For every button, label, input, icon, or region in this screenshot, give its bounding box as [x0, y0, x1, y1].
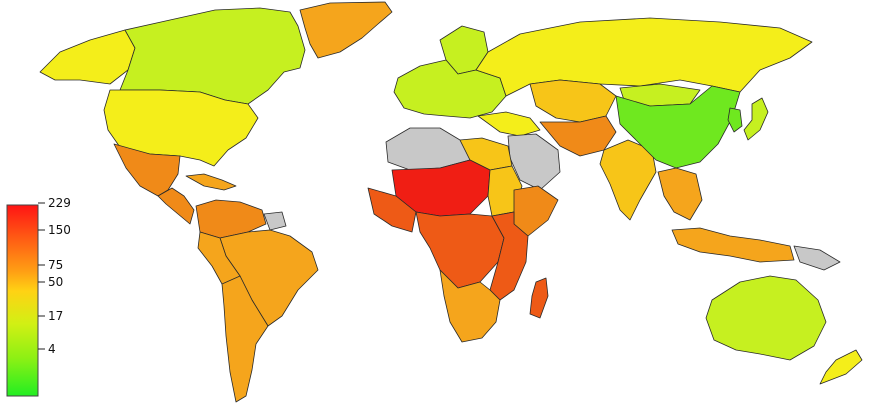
region-kazakhstan-central-asia	[529, 79, 617, 123]
legend-tick-label: 229	[48, 196, 71, 210]
region-new-guinea	[793, 245, 841, 271]
legend-tick-marks	[38, 202, 45, 350]
region-japan	[743, 97, 769, 141]
region-indonesia	[671, 227, 795, 263]
legend-tick-label: 50	[48, 275, 64, 289]
legend-tick-label: 17	[48, 309, 64, 323]
region-arabia	[507, 133, 561, 191]
region-russia	[475, 17, 813, 97]
region-southern-cone	[221, 275, 269, 403]
region-central-africa	[415, 211, 505, 289]
region-greenland	[299, 1, 393, 59]
region-europe	[393, 59, 507, 119]
region-caribbean	[185, 173, 237, 191]
legend-tick-label: 75	[48, 258, 64, 272]
region-new-zealand	[819, 349, 863, 385]
region-china	[615, 85, 741, 169]
region-southeast-asia	[657, 167, 703, 221]
region-guianas	[263, 211, 287, 231]
region-central-america	[157, 187, 195, 225]
region-middle-east	[477, 111, 541, 137]
region-east-africa	[489, 211, 529, 301]
region-canada	[119, 7, 306, 105]
region-iran-afghanistan	[539, 115, 617, 157]
region-united-states	[103, 89, 259, 167]
region-madagascar	[529, 277, 549, 319]
region-horn-of-africa	[513, 185, 559, 237]
region-australia	[705, 275, 827, 361]
region-west-africa	[367, 187, 417, 233]
region-alaska	[39, 29, 136, 85]
legend-tick-label: 4	[48, 342, 56, 356]
legend-tick-label: 150	[48, 223, 71, 237]
region-korea	[727, 107, 743, 133]
region-southern-africa	[439, 269, 501, 343]
legend-color-bar	[6, 204, 39, 397]
region-india	[599, 139, 657, 221]
